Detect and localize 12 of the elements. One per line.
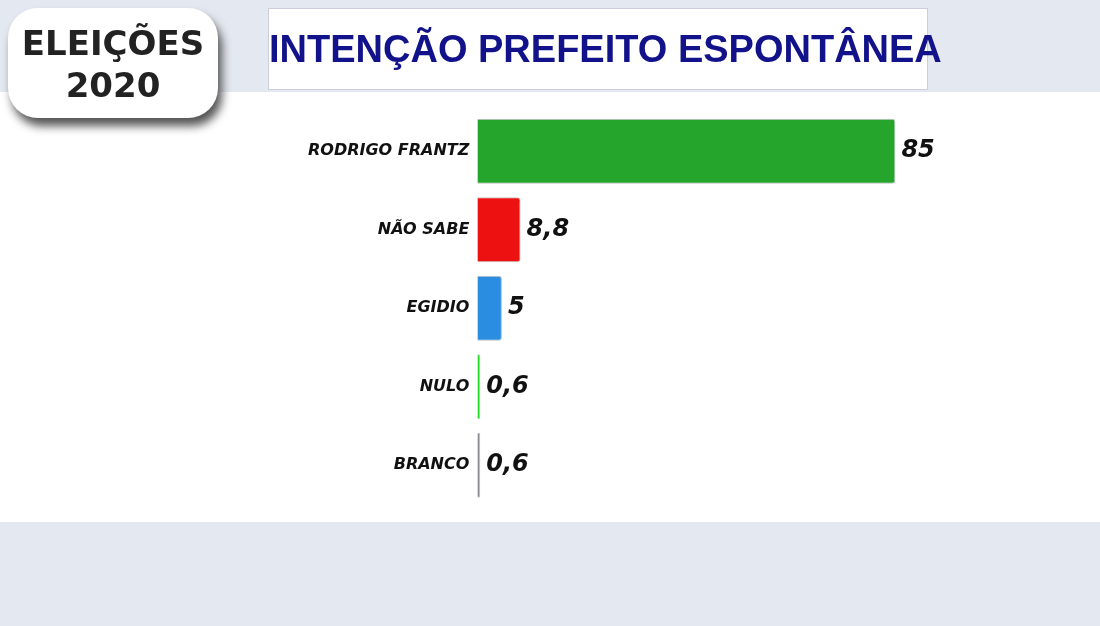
text: ELEIÇÕES 2020 xyxy=(8,8,218,118)
chart-title: INTENÇÃO PREFEITO ESPONTÂNEA xyxy=(268,26,942,72)
y-tick-label: NULO xyxy=(419,375,470,395)
data-label: 0,6 xyxy=(486,449,529,478)
y-tick-label: EGIDIO xyxy=(406,297,470,317)
data-label: 5 xyxy=(507,292,525,321)
y-tick-label: NÃO SABE xyxy=(377,218,470,238)
data-label: 8,8 xyxy=(526,213,570,242)
y-tick-label: BRANCO xyxy=(393,454,470,474)
y-tick-label: RODRIGO FRANTZ xyxy=(307,140,470,160)
data-label: 85 xyxy=(901,135,935,164)
data-label: 0,6 xyxy=(486,370,529,399)
